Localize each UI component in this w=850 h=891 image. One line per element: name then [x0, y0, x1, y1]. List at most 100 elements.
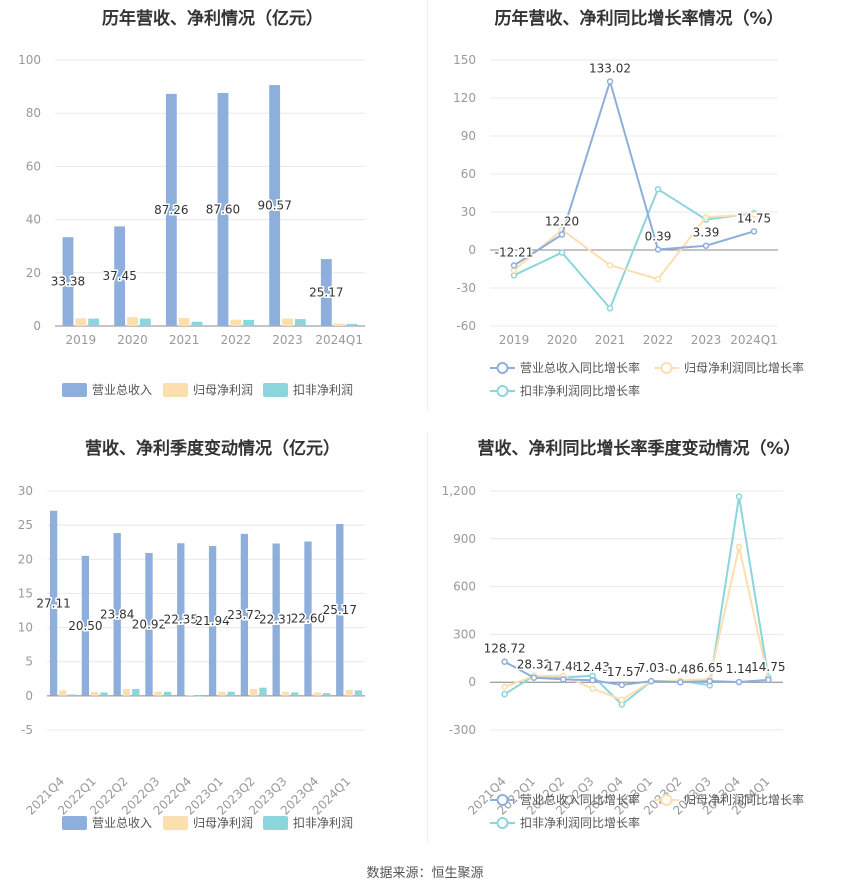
- bar: [345, 689, 353, 696]
- data-label: 28.32: [517, 658, 551, 672]
- bar: [177, 543, 185, 696]
- x-tick-label: 2022: [221, 333, 252, 347]
- y-tick-label: -30: [456, 281, 476, 295]
- series-line: [513, 213, 755, 281]
- x-tick-label: 2019: [66, 333, 97, 347]
- y-tick-label: -60: [456, 319, 476, 333]
- series-point: [735, 678, 743, 686]
- series-point: [510, 272, 518, 279]
- bar: [259, 687, 267, 696]
- series-point: [677, 679, 684, 686]
- bar: [217, 92, 229, 326]
- bar: [227, 691, 235, 696]
- bar: [114, 226, 126, 326]
- bar: [178, 318, 190, 326]
- data-label: 23.84: [100, 607, 134, 621]
- bar: [49, 510, 58, 696]
- y-tick-label: 60: [461, 167, 476, 181]
- legend-swatch-marker: [496, 385, 509, 397]
- bar: [91, 691, 99, 696]
- bar: [195, 695, 204, 697]
- series-point: [606, 78, 614, 85]
- series-point: [606, 305, 614, 312]
- bar: [139, 318, 151, 326]
- legend-label: 归母净利润同比增长率: [684, 792, 804, 807]
- y-tick-label: -300: [449, 723, 476, 737]
- legend-label: 归母净利润: [193, 383, 253, 397]
- data-label: 27.11: [36, 596, 70, 610]
- series-point: [606, 261, 614, 269]
- data-label: 14.75: [737, 211, 771, 225]
- annual-values-chart: 0 20 40 60 80 100 2019 2020 2021 2022 2023 2024Q1 33…: [18, 53, 365, 397]
- y-tick-label: 0: [468, 675, 476, 689]
- bar: [272, 543, 280, 696]
- data-label: 20.50: [68, 619, 102, 633]
- series-point: [530, 674, 538, 681]
- y-tick-label: 0: [468, 243, 476, 257]
- bar: [81, 555, 90, 696]
- series-line: [513, 78, 755, 267]
- bar: [322, 693, 331, 696]
- legend-swatch: [263, 383, 288, 397]
- legend-label: 归母净利润同比增长率: [684, 360, 804, 375]
- bar: [127, 317, 138, 326]
- data-label: 6.65: [696, 661, 723, 675]
- y-tick-label: 20: [18, 552, 33, 566]
- data-label: 20.92: [132, 617, 166, 631]
- y-tick-label: 300: [453, 627, 476, 641]
- series-point: [702, 242, 710, 249]
- y-tick-label: 600: [453, 580, 476, 594]
- series-point: [589, 676, 596, 684]
- series-point: [501, 683, 508, 691]
- series-line: [504, 660, 769, 687]
- x-tick-label: 2023: [272, 333, 303, 347]
- series-point: [560, 676, 567, 683]
- y-tick-label: 150: [453, 53, 476, 67]
- bar: [294, 319, 306, 326]
- annual-values-panel: 历年营收、净利情况（亿元） 0 20 40 60 80 100 2019 2020 2021 20…: [0, 0, 425, 410]
- bar: [240, 533, 249, 696]
- bar: [163, 691, 172, 696]
- bar: [281, 691, 290, 696]
- series-point: [735, 543, 743, 551]
- legend-label: 营业总收入同比增长率: [520, 360, 640, 375]
- legend-label: 扣非净利润: [293, 816, 353, 830]
- legend-swatch-marker: [496, 794, 509, 806]
- bar: [230, 319, 242, 326]
- vertical-divider-lower: [427, 432, 428, 842]
- data-label: 17.48: [546, 659, 580, 673]
- bar: [145, 553, 153, 696]
- series-point: [750, 211, 758, 218]
- data-label: 22.60: [291, 612, 325, 626]
- data-label: 128.72: [484, 642, 526, 656]
- annual-growth-chart: -60 -30 0 30 60 90 120 150 2019 2020 2021 2022 2023 2…: [453, 53, 804, 398]
- y-tick-label: 900: [453, 532, 476, 546]
- x-tick-label: 2021: [169, 333, 200, 347]
- y-tick-label: 90: [461, 129, 476, 143]
- series-point: [765, 676, 772, 684]
- y-tick-label: 40: [26, 213, 41, 227]
- bar: [100, 692, 108, 696]
- data-label: 12.43: [575, 660, 609, 674]
- y-tick-label: 10: [18, 621, 33, 635]
- bar: [208, 546, 217, 696]
- legend-label: 营业总收入: [92, 816, 152, 830]
- legend-label: 扣非净利润同比增长率: [520, 383, 640, 398]
- data-label: 23.72: [227, 608, 261, 622]
- series-point: [589, 685, 596, 692]
- x-tick-label: 2022: [643, 333, 674, 347]
- bar: [291, 692, 299, 696]
- y-tick-label: 30: [18, 484, 33, 498]
- bar: [59, 690, 67, 696]
- data-label: 21.94: [195, 614, 229, 628]
- legend-swatch: [163, 383, 188, 397]
- quarterly-growth-chart: -30003006009001,2002021Q42022Q12022Q2202…: [442, 484, 804, 830]
- bar: [191, 321, 203, 326]
- series-point: [501, 690, 508, 698]
- series-line: [504, 546, 770, 701]
- data-label: 90.57: [257, 199, 291, 213]
- bar: [122, 689, 131, 696]
- bar: [88, 318, 100, 326]
- series-point: [702, 213, 710, 221]
- x-tick-label: 2024Q1: [315, 333, 363, 347]
